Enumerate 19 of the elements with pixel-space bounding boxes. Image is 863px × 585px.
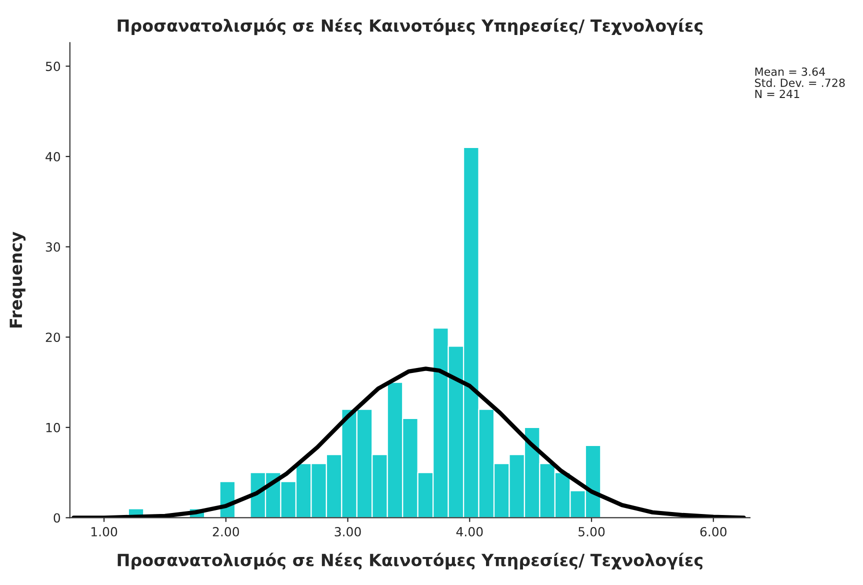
- y-tick-label: 10: [46, 422, 60, 432]
- x-tick-label: 3.00: [334, 526, 361, 536]
- y-axis-title: Frequency: [10, 232, 26, 328]
- y-tick-label: 0: [54, 513, 60, 523]
- text: Std. Dev. = .728: [754, 78, 845, 87]
- text: Mean = 3.64: [755, 67, 826, 76]
- y-tick-label: 20: [46, 332, 60, 342]
- x-tick-label: 6.00: [700, 526, 726, 536]
- x-tick-label: 5.00: [578, 526, 605, 536]
- y-tick-label: 50: [46, 62, 60, 72]
- text: N = 241: [755, 90, 800, 98]
- x-tick-label: 1.00: [91, 526, 118, 536]
- y-tick-label: 30: [46, 242, 60, 252]
- y-tick-label: 40: [46, 152, 60, 162]
- x-tick-label: 4.00: [456, 526, 483, 536]
- x-tick-label: 2.00: [212, 526, 239, 536]
- chart-title: Προσανατολισμός σε Νέες Καινοτόμες Υπηρεσίες/ Τεχνολογίες: [118, 18, 702, 36]
- x-axis-title: Προσανατολισμός σε Νέες Καινοτόμες Υπηρεσίες/ Τεχνολογίες: [118, 552, 702, 570]
- line-series: [71, 366, 746, 518]
